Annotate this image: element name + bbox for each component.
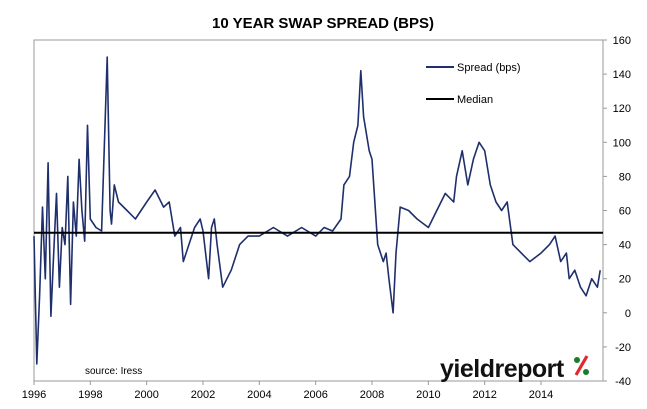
chart-title: 10 YEAR SWAP SPREAD (BPS) — [212, 15, 434, 32]
legend-label: Median — [457, 94, 493, 106]
x-tick-label: 2014 — [529, 389, 553, 401]
spread-series-line — [33, 56, 601, 365]
plot-area — [33, 39, 604, 382]
y-tick-label: -20 — [615, 342, 631, 354]
x-tick-label: 2008 — [360, 389, 384, 401]
y-tick-label: 80 — [619, 171, 631, 183]
x-tick-label: 2012 — [472, 389, 496, 401]
y-tick-label: 60 — [619, 206, 631, 218]
legend: Spread (bps) Median — [426, 62, 521, 106]
x-tick-label: 2006 — [303, 389, 327, 401]
x-tick-label: 2000 — [134, 389, 158, 401]
legend-label: Spread (bps) — [457, 62, 521, 74]
x-tick-label: 2002 — [191, 389, 215, 401]
y-tick-label: 120 — [613, 103, 631, 115]
x-tick-label: 1998 — [78, 389, 102, 401]
x-tick-label: 2010 — [416, 389, 440, 401]
y-tick-label: 40 — [619, 240, 631, 252]
y-tick-label: 160 — [613, 35, 631, 47]
series-layer — [33, 56, 603, 365]
x-tick-label: 2004 — [247, 389, 271, 401]
brand-wordmark: yieldreport — [440, 355, 565, 383]
y-tick-label: 140 — [613, 69, 631, 81]
source-annotation: source: Iress — [85, 366, 142, 377]
y-tick-label: 100 — [613, 137, 631, 149]
brand-text: yieldreport — [440, 355, 565, 383]
y-tick-label: -40 — [615, 376, 631, 388]
y-axis: -40 -20 0 20 40 60 80 100 120 140 160 — [603, 35, 631, 388]
brand-percent-icon — [574, 355, 589, 376]
y-tick-label: 0 — [625, 308, 631, 320]
brand-logo: yieldreport — [440, 355, 589, 383]
x-axis: 1996 1998 2000 2002 2004 2006 2008 2010 2012 2014 — [22, 381, 553, 401]
y-tick-label: 20 — [619, 274, 631, 286]
x-tick-label: 1996 — [22, 389, 46, 401]
